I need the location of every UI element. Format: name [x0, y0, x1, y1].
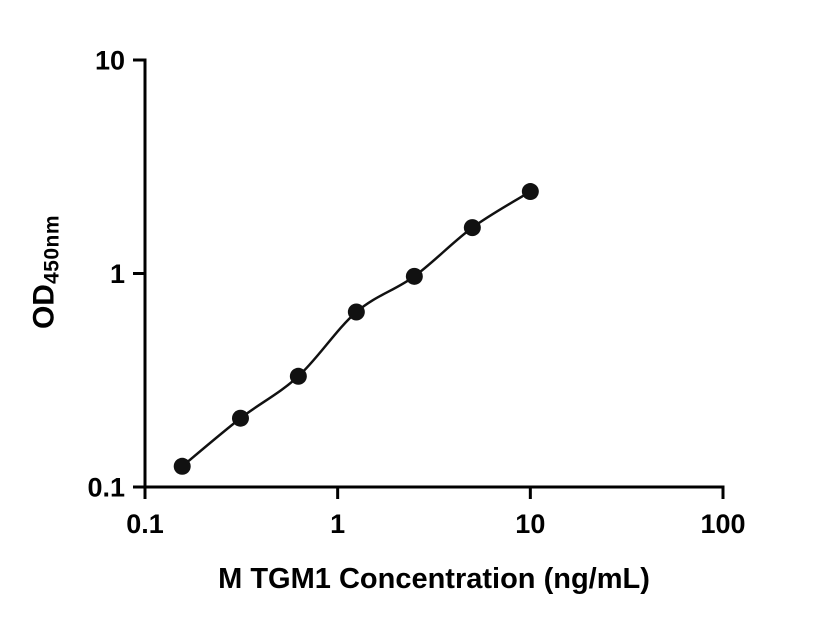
y-tick-label: 0.1 [87, 473, 125, 503]
data-point [173, 457, 191, 475]
x-tick-label: 10 [515, 509, 545, 539]
x-tick-label: 1 [330, 509, 345, 539]
data-point [231, 409, 249, 427]
x-axis-title: M TGM1 Concentration (ng/mL) [218, 563, 650, 595]
data-point [405, 267, 423, 285]
data-point [289, 367, 307, 385]
y-tick-label: 10 [95, 46, 125, 76]
data-point [347, 303, 365, 321]
y-axis-title-subscript: 450nm [40, 214, 64, 285]
y-axis-title-main: OD [27, 284, 61, 330]
data-point [463, 219, 481, 237]
y-tick-label: 1 [110, 259, 125, 289]
x-tick-label: 100 [700, 509, 745, 539]
y-axis-title: OD450nm [28, 215, 65, 329]
data-point [521, 183, 539, 201]
x-tick-label: 0.1 [126, 509, 164, 539]
